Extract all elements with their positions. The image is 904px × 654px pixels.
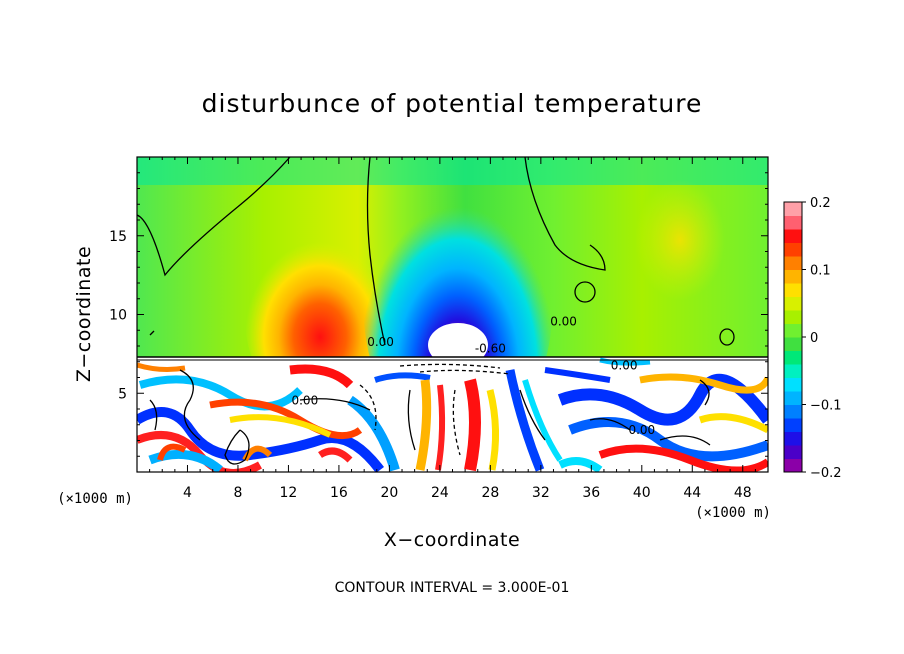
x-tick-label: 28 <box>481 485 499 501</box>
colorbar-swatch <box>784 296 802 311</box>
y-unit-label: (×1000 m) <box>57 491 133 507</box>
colorbar-swatch <box>784 256 802 270</box>
colorbar: 0.2 0.1 0 −0.1 −0.2 <box>783 196 842 481</box>
contour-label: -0.60 <box>475 341 506 355</box>
warm-anomaly-right <box>635 180 725 300</box>
contour-label: 0.00 <box>628 423 655 437</box>
colorbar-tick-label: −0.2 <box>810 466 842 481</box>
x-tick-label: 20 <box>380 485 398 501</box>
colorbar-swatch <box>784 418 802 432</box>
colorbar-swatch <box>784 283 802 297</box>
x-unit-label: (×1000 m) <box>695 505 771 521</box>
y-axis: 5 10 15 <box>109 172 768 457</box>
cold-anomaly-core <box>428 323 488 367</box>
x-tick-label: 48 <box>734 485 752 501</box>
colorbar-swatch <box>784 310 802 324</box>
x-tick-label: 24 <box>431 485 449 501</box>
colorbar-swatch <box>784 323 802 338</box>
colorbar-swatch <box>784 202 802 216</box>
x-tick-label: 12 <box>280 485 298 501</box>
colorbar-swatch <box>784 242 802 257</box>
x-tick-label: 4 <box>183 485 192 501</box>
x-axis-label: X−coordinate <box>384 529 520 551</box>
x-tick-label: 40 <box>633 485 651 501</box>
colorbar-swatch <box>784 404 802 419</box>
colorbar-swatch <box>784 445 802 459</box>
colorbar-swatch <box>784 391 802 405</box>
colorbar-swatch <box>784 269 802 284</box>
contour-label: 0.00 <box>550 315 577 329</box>
x-tick-label: 8 <box>233 485 242 501</box>
contour-label: 0.00 <box>611 359 638 373</box>
colorbar-tick-label: 0 <box>810 331 818 346</box>
x-tick-label: 44 <box>683 485 701 501</box>
x-axis: 4 8 12 16 20 24 28 32 36 40 44 48 <box>149 157 756 501</box>
x-tick-label: 36 <box>582 485 600 501</box>
y-tick-label: 5 <box>118 386 127 402</box>
colorbar-tick-label: −0.1 <box>810 399 842 414</box>
contour-labels: 0.00 0.00 0.00 0.00 0.00 -0.60 <box>291 315 655 438</box>
contour-label: 0.00 <box>291 393 318 407</box>
y-tick-label: 15 <box>109 229 127 245</box>
colorbar-tick-label: 0.2 <box>810 196 831 211</box>
colorbar-swatch <box>784 337 802 351</box>
y-axis-label: Z−coordinate <box>73 246 95 382</box>
x-tick-label: 32 <box>532 485 550 501</box>
plot-area: 0.00 0.00 0.00 0.00 0.00 -0.60 <box>137 157 768 472</box>
colorbar-swatch <box>784 350 802 365</box>
colorbar-tick-label: 0.1 <box>810 264 831 279</box>
contour-interval-note: CONTOUR INTERVAL = 3.000E-01 <box>335 580 570 596</box>
contour-label: 0.00 <box>367 335 394 349</box>
y-tick-label: 10 <box>109 308 127 324</box>
chart-title: disturbunce of potential temperature <box>202 89 703 118</box>
colorbar-swatch <box>784 458 802 473</box>
colorbar-swatch <box>784 364 802 378</box>
colorbar-swatch <box>784 229 802 243</box>
contour-lines <box>137 157 768 465</box>
colorbar-swatch <box>784 431 802 446</box>
colorbar-swatch <box>784 215 802 230</box>
colorbar-swatch <box>784 377 802 392</box>
x-tick-label: 16 <box>330 485 348 501</box>
